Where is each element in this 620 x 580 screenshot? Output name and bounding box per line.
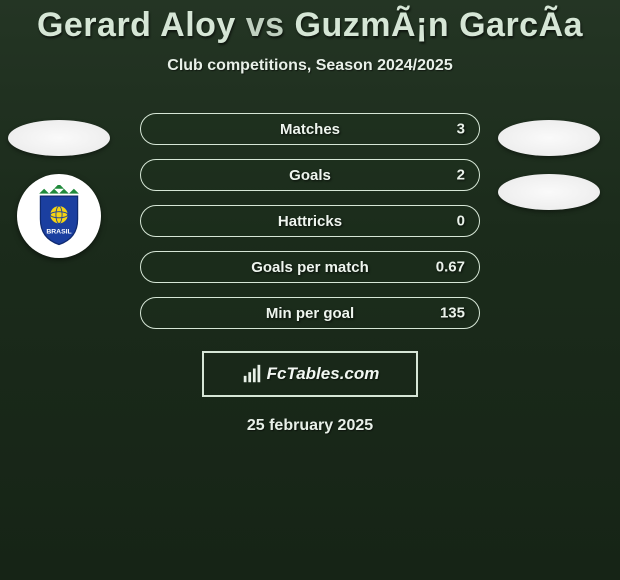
bar-chart-icon [241,363,263,385]
left-avatar-column: BRASIL [8,120,110,258]
brand-box: FcTables.com [202,351,418,397]
player1-club-badge-icon: BRASIL [17,174,101,258]
player1-silhouette-icon [8,120,110,156]
stat-value: 0 [457,213,465,230]
stat-value: 135 [440,305,465,322]
stat-label: Hattricks [278,213,342,230]
stat-row: Hattricks 0 [140,205,480,237]
stat-row: Min per goal 135 [140,297,480,329]
comparison-title: Gerard Aloy vs GuzmÃ¡n GarcÃa [0,0,620,45]
stat-row: Goals per match 0.67 [140,251,480,283]
player2-name: GuzmÃ¡n GarcÃa [295,6,584,44]
subtitle: Club competitions, Season 2024/2025 [0,57,620,75]
stat-label: Goals per match [251,259,369,276]
stat-row: Matches 3 [140,113,480,145]
player1-name: Gerard Aloy [37,6,236,44]
stat-label: Matches [280,121,340,138]
player2-club-silhouette-icon [498,174,600,210]
right-avatar-column [498,120,600,210]
brand-text: FcTables.com [267,364,380,384]
stat-row: Goals 2 [140,159,480,191]
stat-label: Goals [289,167,331,184]
stat-value: 0.67 [436,259,465,276]
vs-word: vs [246,6,285,44]
stat-value: 3 [457,121,465,138]
stat-value: 2 [457,167,465,184]
svg-text:BRASIL: BRASIL [46,228,71,235]
stats-list: Matches 3 Goals 2 Hattricks 0 Goals per … [140,113,480,329]
stat-label: Min per goal [266,305,354,322]
player2-silhouette-icon [498,120,600,156]
footer-date: 25 february 2025 [0,417,620,435]
